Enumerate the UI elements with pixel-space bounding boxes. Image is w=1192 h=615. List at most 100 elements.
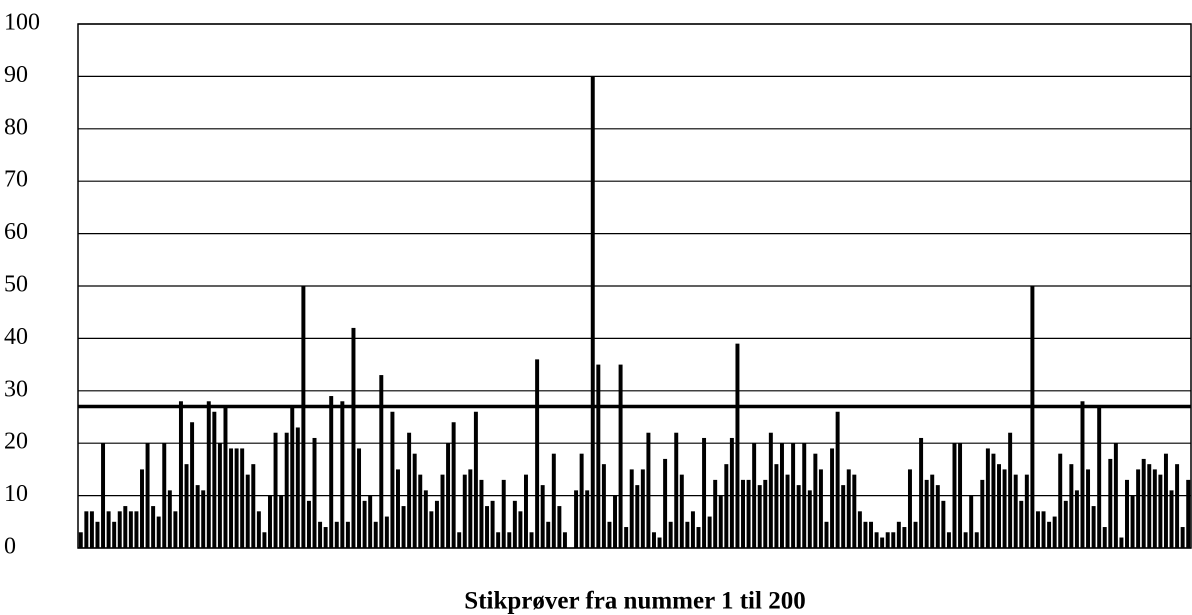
bar — [607, 521, 612, 548]
bar — [223, 406, 228, 548]
bar — [952, 443, 957, 548]
bar — [1063, 500, 1068, 548]
bar — [485, 506, 490, 548]
bar — [618, 364, 623, 548]
bar — [112, 521, 117, 548]
plot-frame — [77, 23, 1192, 549]
bar — [802, 443, 807, 548]
bar — [869, 521, 873, 548]
bar — [935, 485, 940, 548]
bar — [985, 448, 990, 548]
bar — [1019, 500, 1024, 548]
bar — [1147, 464, 1152, 548]
bar — [557, 506, 562, 548]
bar — [746, 479, 751, 548]
bar — [390, 411, 395, 548]
bar — [206, 401, 211, 548]
bar — [396, 469, 400, 548]
bar — [1169, 490, 1174, 548]
bar — [518, 511, 523, 548]
bar — [1152, 469, 1157, 548]
bar — [373, 521, 378, 548]
bar — [707, 516, 712, 548]
bar — [306, 500, 311, 548]
bar — [184, 464, 189, 548]
y-tick-label: 60 — [4, 219, 28, 245]
bar — [123, 506, 128, 548]
bar — [78, 532, 83, 548]
bar — [1086, 469, 1091, 548]
bar — [1163, 453, 1168, 548]
y-tick-label: 20 — [4, 429, 28, 455]
bar — [919, 437, 924, 548]
bar — [329, 396, 334, 548]
bar — [167, 490, 172, 548]
bar — [434, 500, 439, 548]
bar — [524, 474, 528, 548]
bar — [106, 511, 111, 548]
bar — [345, 521, 350, 548]
bar — [562, 532, 567, 548]
bar — [1091, 506, 1096, 548]
bar — [601, 464, 606, 548]
bar — [874, 532, 879, 548]
bar — [256, 511, 261, 548]
bar — [84, 511, 89, 548]
bar — [624, 527, 629, 548]
bar — [1041, 511, 1046, 548]
y-tick-label: 90 — [4, 62, 28, 88]
bar — [1069, 464, 1074, 548]
bar — [969, 495, 974, 548]
bar — [418, 474, 423, 548]
bar — [468, 469, 473, 548]
y-tick-label: 50 — [4, 272, 28, 298]
bar — [134, 511, 139, 548]
bar — [830, 448, 835, 548]
bar — [1047, 521, 1052, 548]
y-tick-label: 70 — [4, 167, 28, 193]
bar — [234, 448, 239, 548]
bar — [323, 527, 328, 548]
bar — [301, 286, 306, 548]
bar — [846, 469, 851, 548]
bar — [579, 453, 584, 548]
bar — [891, 532, 896, 548]
bar — [290, 406, 295, 548]
bar — [145, 443, 150, 548]
bar — [262, 532, 267, 548]
bar — [657, 537, 662, 548]
bar — [729, 437, 734, 548]
bar — [195, 485, 200, 548]
bar — [334, 521, 339, 548]
y-tick-label: 40 — [4, 324, 28, 350]
bar — [251, 464, 256, 548]
bar — [779, 443, 784, 548]
bar — [818, 469, 823, 548]
bar — [651, 532, 656, 548]
bar — [529, 532, 534, 548]
bar — [245, 474, 250, 548]
x-axis-label: Stikprøver fra nummer 1 til 200 — [464, 588, 805, 615]
bar — [596, 364, 601, 548]
bar — [540, 485, 545, 548]
bar — [217, 443, 222, 548]
bar — [479, 479, 484, 548]
bar — [574, 490, 579, 548]
bar — [156, 516, 161, 548]
bar — [295, 427, 300, 548]
bar — [496, 532, 501, 548]
bar — [1052, 516, 1057, 548]
bar — [1013, 474, 1018, 548]
bar — [1141, 458, 1146, 548]
bar — [268, 495, 272, 548]
bar — [646, 432, 651, 548]
bar — [1030, 286, 1035, 548]
bar — [501, 479, 506, 548]
bar — [117, 511, 122, 548]
bar — [841, 485, 846, 548]
bar — [473, 411, 478, 548]
bar — [151, 506, 156, 548]
bar — [896, 521, 901, 548]
bar — [535, 359, 540, 548]
bar — [412, 453, 417, 548]
